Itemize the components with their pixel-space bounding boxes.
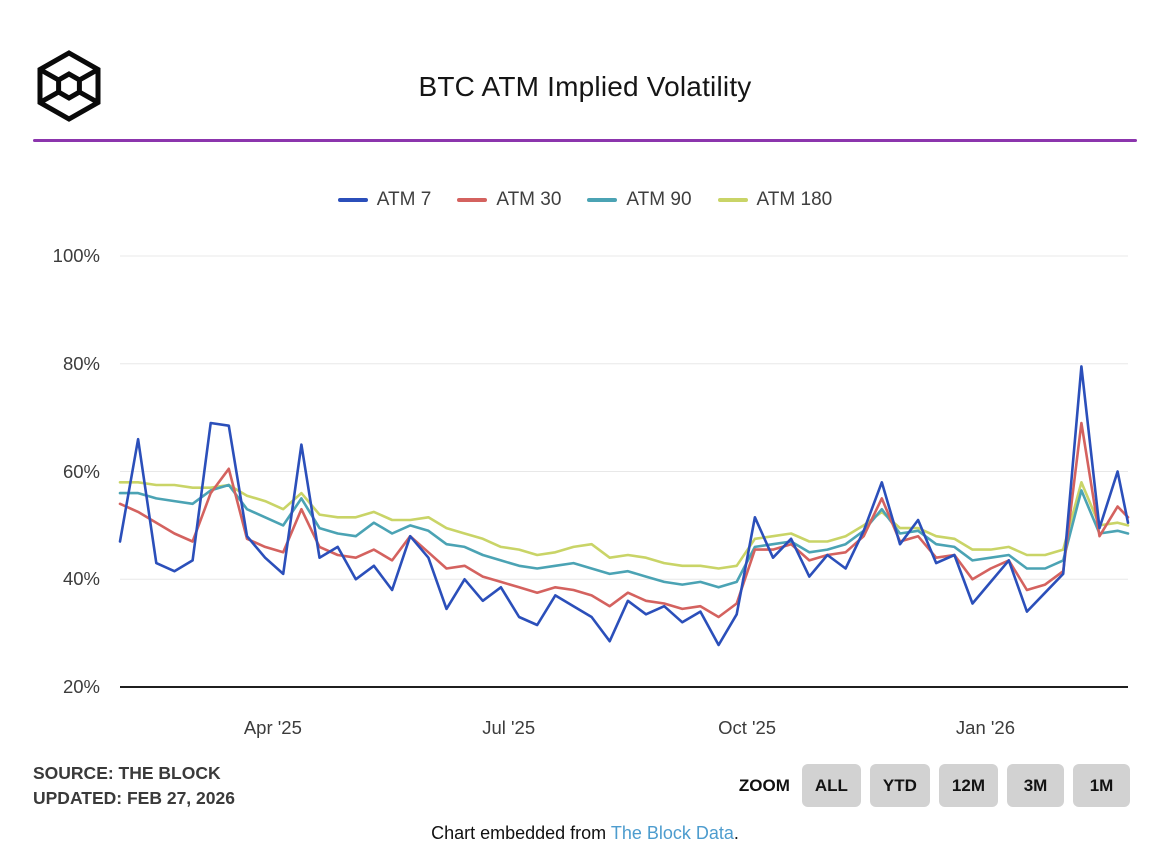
- legend-label: ATM 180: [756, 189, 833, 210]
- zoom-button-3m[interactable]: 3M: [1007, 764, 1064, 807]
- y-tick-label: 100%: [52, 245, 100, 266]
- legend-label: ATM 7: [376, 189, 432, 210]
- legend-item-atm-7[interactable]: ATM 7: [337, 189, 432, 211]
- zoom-button-ytd[interactable]: YTD: [869, 764, 930, 807]
- legend-item-atm-90[interactable]: ATM 90: [587, 189, 692, 211]
- zoom-button-12m[interactable]: 12M: [938, 764, 998, 807]
- legend-line-swatch: [457, 198, 488, 202]
- x-tick-label: Jul '25: [482, 717, 536, 738]
- series-line-atm-7[interactable]: [118, 365, 1130, 647]
- series-line-atm-180[interactable]: [118, 481, 1130, 570]
- the-block-logo-icon: [37, 50, 101, 122]
- zoom-button-1m[interactable]: 1M: [1073, 764, 1130, 807]
- legend-line-swatch: [717, 198, 748, 202]
- purple-divider: [33, 139, 1137, 142]
- x-tick-label: Jan '26: [955, 717, 1015, 738]
- legend-line-swatch: [337, 198, 368, 202]
- zoom-button-all[interactable]: ALL: [801, 764, 861, 807]
- y-tick-label: 40%: [62, 568, 100, 590]
- x-tick-label: Oct '25: [718, 717, 777, 738]
- chart-title: BTC ATM Implied Volatility: [418, 71, 752, 102]
- x-tick-label: Apr '25: [243, 717, 302, 738]
- y-tick-label: 60%: [62, 460, 100, 482]
- series-line-atm-90[interactable]: [118, 483, 1130, 589]
- zoom-label: ZOOM: [738, 775, 790, 795]
- legend-item-atm-30[interactable]: ATM 30: [457, 189, 561, 211]
- updated-line: UPDATED: FEB 27, 2026: [33, 788, 235, 808]
- the-block-data-link[interactable]: The Block Data: [610, 823, 734, 843]
- chart-legend: ATM 7 ATM 30 ATM 90 ATM 180: [0, 189, 1170, 211]
- y-tick-label: 80%: [62, 352, 100, 374]
- y-tick-label: 20%: [62, 676, 100, 697]
- legend-item-atm-180[interactable]: ATM 180: [717, 189, 833, 211]
- plot-area[interactable]: [118, 255, 1130, 688]
- zoom-controls: ZOOM ALL YTD 12M 3M 1M: [739, 764, 1130, 807]
- legend-line-swatch: [587, 198, 618, 202]
- source-line: SOURCE: THE BLOCK: [33, 763, 221, 783]
- embed-prefix-text: Chart embedded from: [431, 823, 611, 843]
- legend-label: ATM 90: [626, 189, 692, 210]
- legend-label: ATM 30: [496, 189, 562, 210]
- source-attribution: SOURCE: THE BLOCK UPDATED: FEB 27, 2026: [33, 761, 235, 811]
- embed-suffix-text: .: [733, 823, 739, 843]
- embed-footer: Chart embedded from The Block Data.: [0, 823, 1170, 844]
